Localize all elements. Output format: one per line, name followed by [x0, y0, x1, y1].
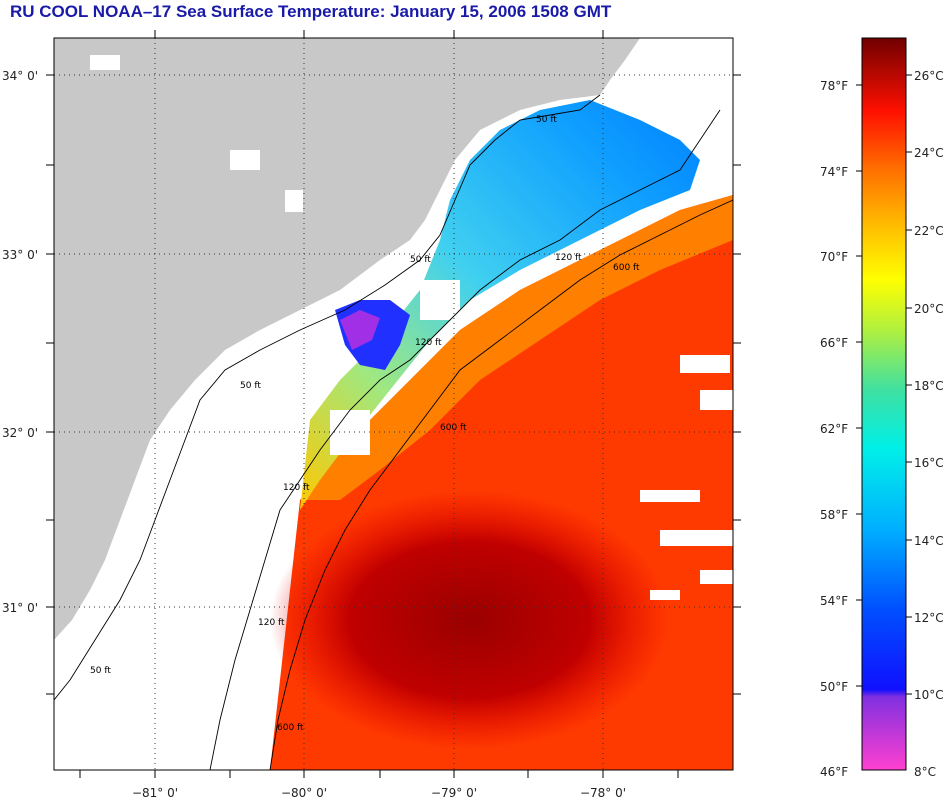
sst-very-cold-patch: [340, 310, 380, 350]
contour-label: 50 ft: [536, 115, 557, 125]
contour-label: 120 ft: [283, 483, 310, 493]
fahrenheit-label: 50°F: [820, 680, 848, 694]
map-area: 50 ft 120 ft 600 ft 50 ft 120 ft 600 ft …: [54, 38, 733, 770]
contour-label: 600 ft: [277, 723, 304, 733]
fahrenheit-label: 70°F: [820, 250, 848, 264]
cloud-mask: [90, 55, 733, 600]
contour-50ft: [54, 94, 601, 701]
longitude-label: −78° 0': [580, 786, 626, 800]
fahrenheit-label: 58°F: [820, 508, 848, 522]
graticule: [54, 38, 733, 770]
longitude-labels: −81° 0' −80° 0' −79° 0' −78° 0': [132, 786, 626, 800]
celsius-label: 24°C: [914, 146, 944, 160]
contour-label: 120 ft: [415, 338, 442, 348]
map-title: RU COOL NOAA–17 Sea Surface Temperature:…: [10, 2, 612, 21]
longitude-label: −80° 0': [281, 786, 327, 800]
contour-label: 50 ft: [240, 381, 261, 391]
fahrenheit-label: 66°F: [820, 336, 848, 350]
celsius-label: 18°C: [914, 379, 944, 393]
celsius-label: 26°C: [914, 69, 944, 83]
colorbar-ticks: [856, 74, 912, 695]
contour-labels: 50 ft 120 ft 600 ft 50 ft 120 ft 600 ft …: [90, 115, 640, 733]
celsius-label: 14°C: [914, 534, 944, 548]
colorbar: [861, 37, 907, 771]
bathymetry-contours: [54, 94, 733, 770]
contour-label: 50 ft: [410, 255, 431, 265]
celsius-label: 8°C: [914, 765, 936, 779]
celsius-label: 12°C: [914, 611, 944, 625]
contour-label: 50 ft: [90, 666, 111, 676]
fahrenheit-label: 46°F: [820, 765, 848, 779]
celsius-label: 22°C: [914, 224, 944, 238]
celsius-label: 10°C: [914, 688, 944, 702]
longitude-label: −79° 0': [431, 786, 477, 800]
land-mass: [54, 38, 640, 640]
colorbar-fahrenheit-labels: 78°F 74°F 70°F 66°F 62°F 58°F 54°F 50°F …: [820, 79, 848, 779]
latitude-label: 32° 0': [2, 426, 38, 440]
fahrenheit-label: 62°F: [820, 422, 848, 436]
sst-shelf-water: [300, 100, 700, 510]
fahrenheit-label: 78°F: [820, 79, 848, 93]
map-frame: [53, 37, 734, 771]
contour-label: 600 ft: [613, 263, 640, 273]
contour-label: 120 ft: [258, 618, 285, 628]
colorbar-celsius-labels: 26°C 24°C 22°C 20°C 18°C 16°C 14°C 12°C …: [914, 69, 944, 779]
contour-label: 120 ft: [555, 253, 582, 263]
latitude-label: 34° 0': [2, 69, 38, 83]
axis-ticks: [46, 30, 741, 778]
celsius-label: 16°C: [914, 456, 944, 470]
sst-warm-core: [270, 490, 670, 750]
latitude-label: 33° 0': [2, 248, 38, 262]
sst-orange-band: [300, 195, 733, 500]
contour-label: 600 ft: [440, 423, 467, 433]
latitude-label: 31° 0': [2, 601, 38, 615]
longitude-label: −81° 0': [132, 786, 178, 800]
latitude-labels: 34° 0' 33° 0' 32° 0' 31° 0': [2, 69, 38, 615]
fahrenheit-label: 74°F: [820, 165, 848, 179]
celsius-label: 20°C: [914, 302, 944, 316]
contour-600ft: [269, 199, 733, 770]
fahrenheit-label: 54°F: [820, 594, 848, 608]
contour-120ft: [209, 109, 721, 770]
